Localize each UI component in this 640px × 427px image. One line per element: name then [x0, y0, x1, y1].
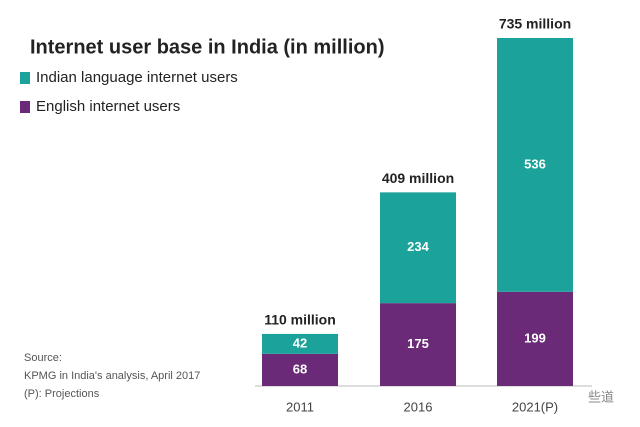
data-label: 175	[407, 336, 429, 351]
bar-segment	[380, 192, 456, 304]
total-label: 110 million	[264, 312, 336, 328]
bar-segment	[262, 353, 338, 386]
legend-swatch	[20, 72, 30, 84]
bar-segment	[380, 303, 456, 386]
source-text: (P): Projections	[24, 388, 100, 400]
data-label: 199	[524, 330, 546, 345]
data-label: 42	[293, 335, 307, 350]
bar-segment	[497, 291, 573, 386]
total-label: 409 million	[382, 170, 454, 186]
chart-title: Internet user base in India (in million)	[30, 36, 385, 58]
legend-label: Indian language internet users	[36, 69, 238, 86]
data-label: 68	[293, 361, 307, 376]
data-label: 536	[524, 156, 546, 171]
x-tick-label: 2016	[404, 399, 433, 414]
source-text: KPMG in India's analysis, April 2017	[24, 370, 200, 382]
watermark: 些道	[588, 389, 614, 404]
data-label: 234	[407, 239, 429, 254]
bar-segment	[262, 333, 338, 354]
legend-swatch	[20, 101, 30, 113]
source-text: Source:	[24, 352, 62, 364]
x-tick-label: 2011	[286, 399, 314, 414]
total-label: 735 million	[499, 16, 571, 32]
legend-label: English internet users	[36, 98, 180, 115]
x-tick-label: 2021(P)	[512, 399, 558, 414]
bar-segment	[497, 38, 573, 292]
